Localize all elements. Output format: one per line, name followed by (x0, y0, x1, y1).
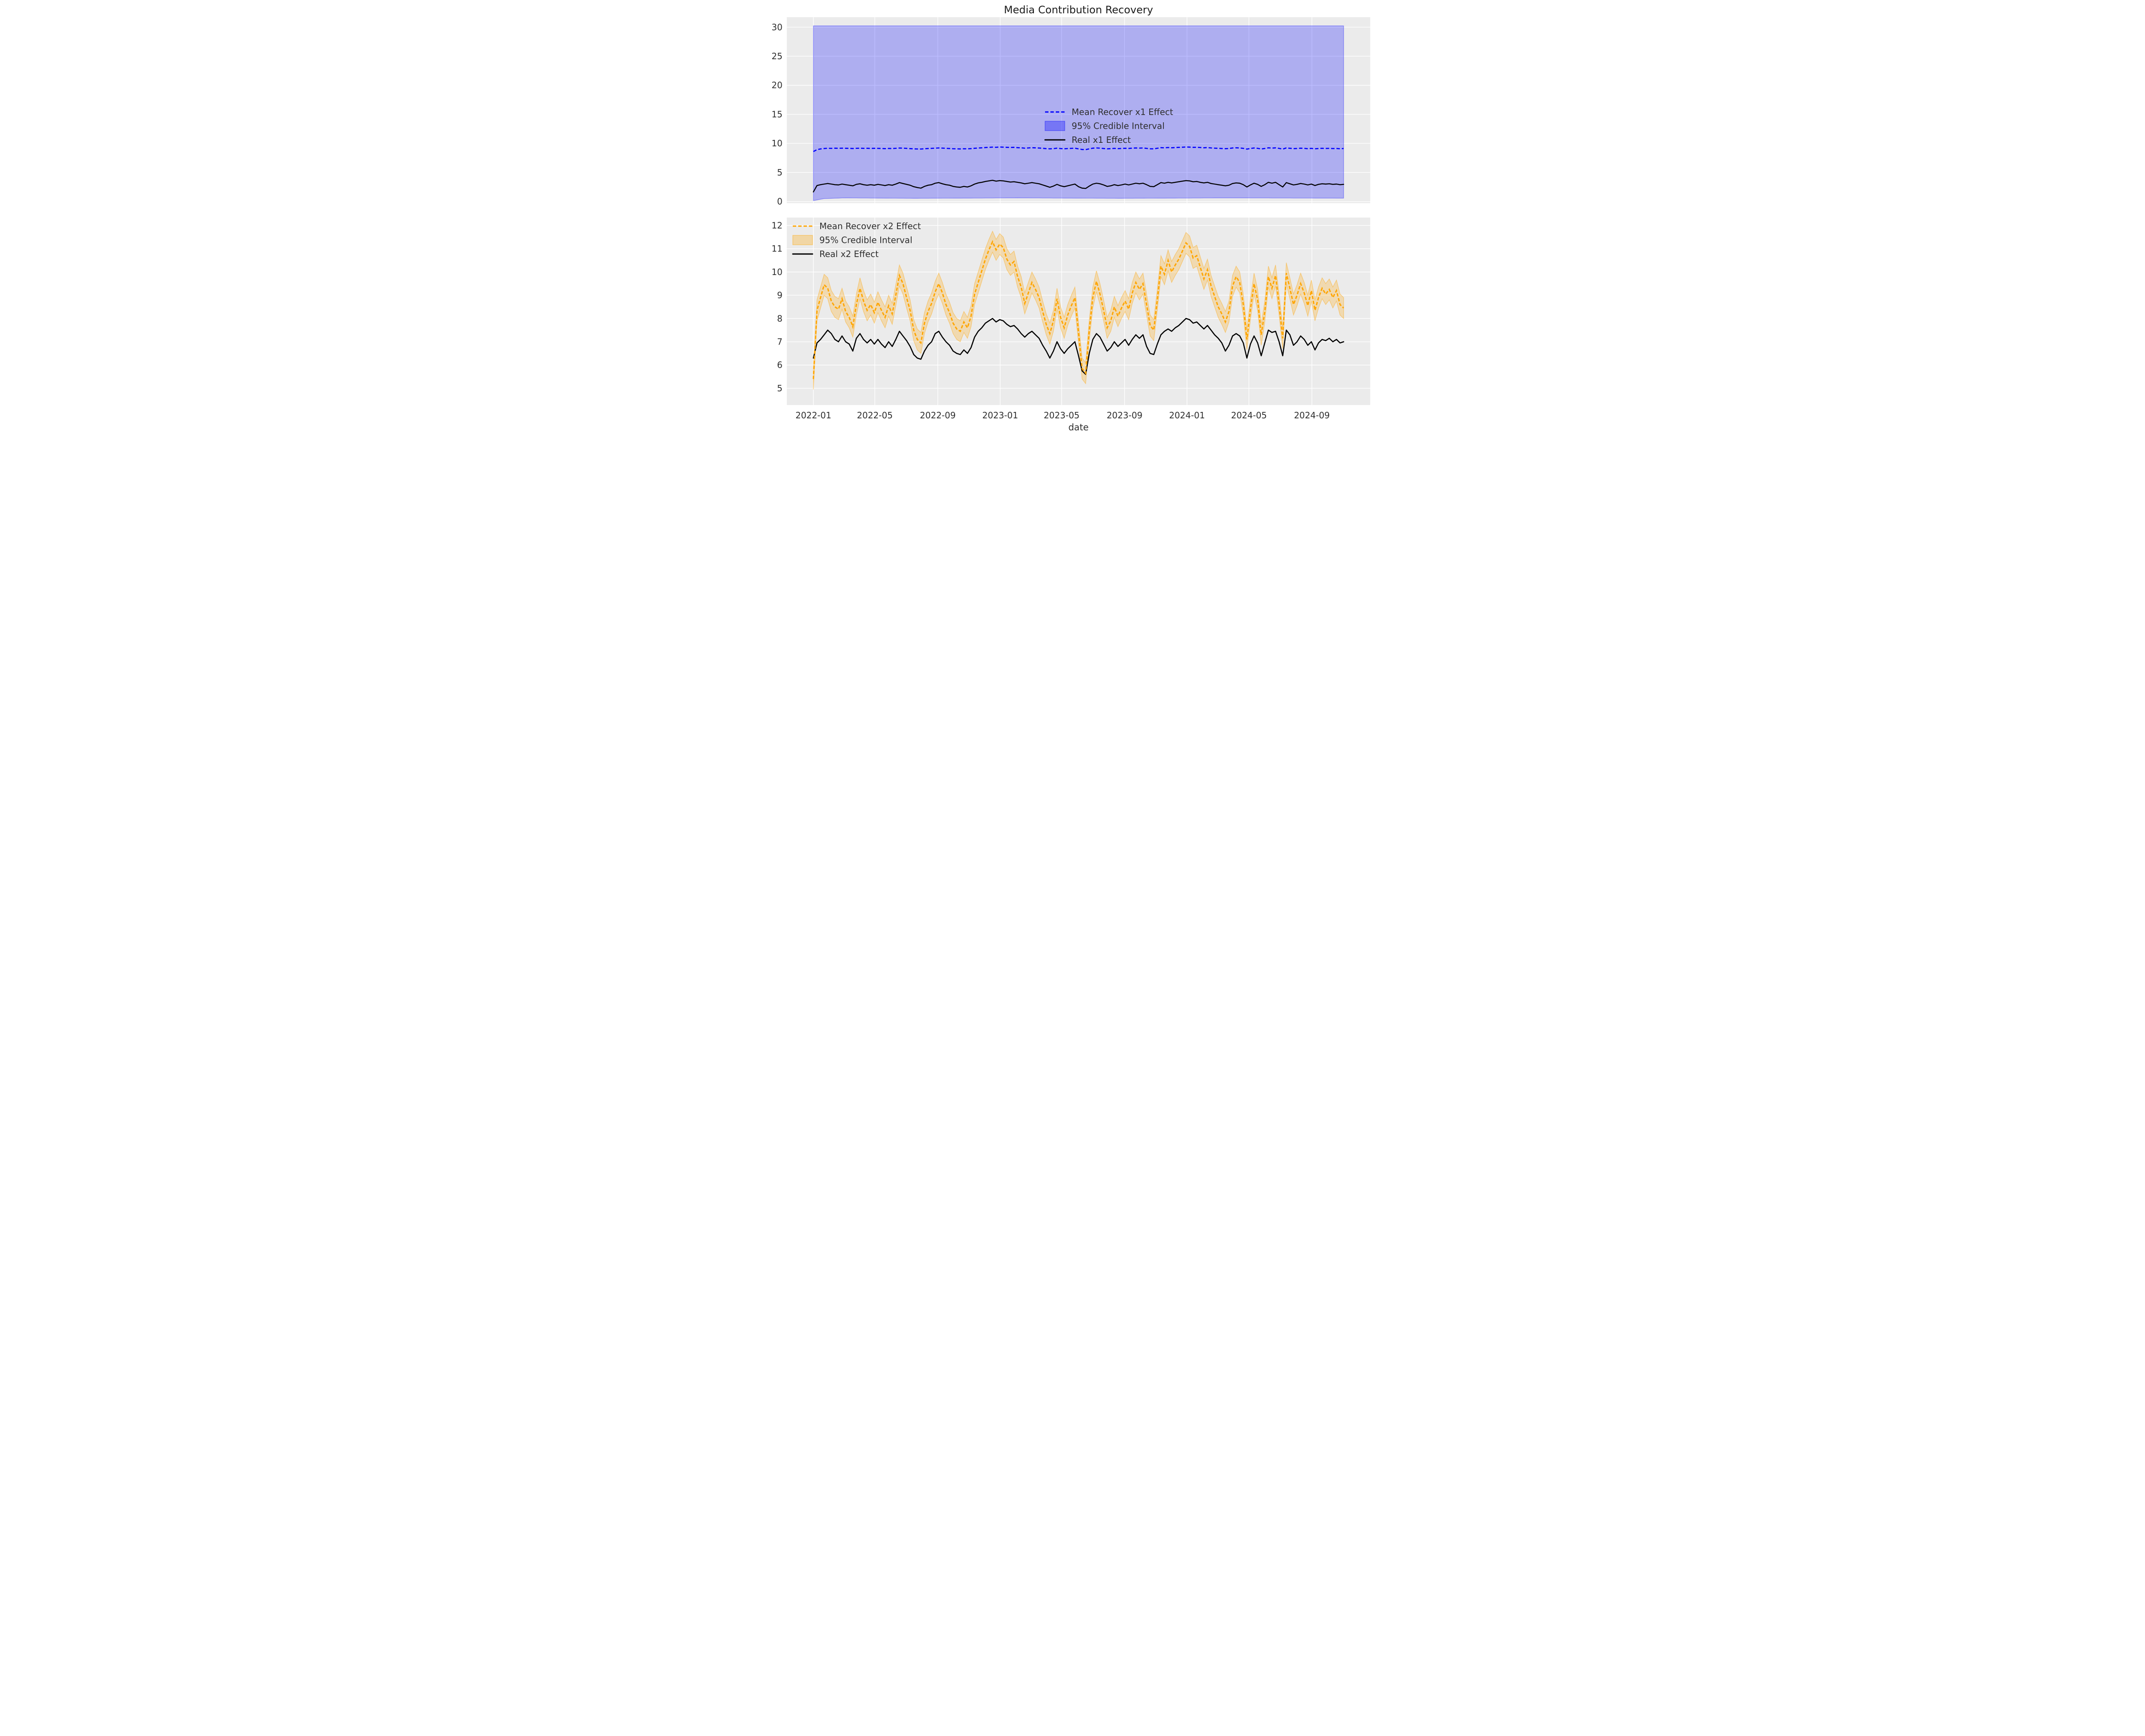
top-y-tick-30: 30 (772, 22, 782, 32)
x-tick-2024-09: 2024-09 (1294, 410, 1330, 420)
bottom-y-tick-5: 5 (777, 383, 782, 393)
chart-title: Media Contribution Recovery (1004, 4, 1153, 16)
x-tick-2022-01: 2022-01 (795, 410, 831, 420)
x-tick-2024-05: 2024-05 (1231, 410, 1267, 420)
top-y-tick-20: 20 (772, 80, 782, 91)
bottom-y-tick-11: 11 (772, 244, 782, 254)
legend-label: Real x2 Effect (819, 249, 879, 259)
legend-label: 95% Credible Interval (1072, 121, 1165, 131)
legend-interval-patch-swatch (793, 236, 813, 245)
bottom-y-tick-8: 8 (777, 313, 782, 324)
legend-interval-patch-swatch (1045, 121, 1065, 131)
top-y-tick-10: 10 (772, 138, 782, 148)
x-tick-2023-09: 2023-09 (1107, 410, 1143, 420)
top-y-tick-labels: 0 5 10 15 20 25 30 (772, 22, 782, 206)
x-tick-2023-01: 2023-01 (982, 410, 1018, 420)
bottom-y-tick-9: 9 (777, 290, 782, 300)
bottom-y-tick-6: 6 (777, 360, 782, 370)
figure: 051015202530 56789101112 2022-012022-052… (770, 0, 1375, 434)
top-y-tick-15: 15 (772, 109, 782, 119)
bottom-y-tick-7: 7 (777, 337, 782, 347)
top-y-tick-25: 25 (772, 51, 782, 61)
x-tick-2023-05: 2023-05 (1044, 410, 1080, 420)
legend-label: Mean Recover x2 Effect (819, 221, 921, 231)
legend-label: Mean Recover x1 Effect (1072, 107, 1173, 117)
x-tick-2022-09: 2022-09 (920, 410, 956, 420)
x-tick-2024-01: 2024-01 (1169, 410, 1205, 420)
top-y-tick-5: 5 (777, 167, 782, 178)
bottom-y-tick-12: 12 (772, 220, 782, 230)
x-tick-labels: 2022-01 2022-05 2022-09 2023-01 2023-05 2023-… (795, 410, 1330, 420)
bottom-y-tick-10: 10 (772, 267, 782, 277)
legend-label: Real x1 Effect (1072, 135, 1131, 145)
x-tick-2022-05: 2022-05 (857, 410, 893, 420)
x-axis-label: date (1068, 422, 1088, 432)
legend-label: 95% Credible Interval (819, 235, 912, 245)
media-contribution-recovery-chart: 051015202530 56789101112 2022-012022-052… (770, 0, 1375, 434)
top-y-tick-0: 0 (777, 197, 782, 207)
bottom-y-tick-labels: 5 6 7 8 9 10 11 12 (772, 220, 782, 393)
